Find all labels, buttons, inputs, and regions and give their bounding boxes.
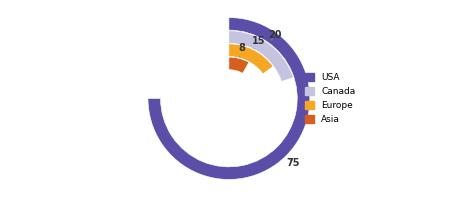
Wedge shape: [229, 31, 293, 81]
Text: 75: 75: [287, 158, 301, 168]
Legend: USA, Canada, Europe, Asia: USA, Canada, Europe, Asia: [305, 73, 356, 124]
Text: 20: 20: [268, 30, 282, 40]
Text: 15: 15: [252, 35, 265, 48]
Wedge shape: [148, 18, 310, 179]
Text: 8: 8: [238, 43, 245, 57]
Wedge shape: [229, 57, 249, 73]
Wedge shape: [229, 44, 273, 74]
